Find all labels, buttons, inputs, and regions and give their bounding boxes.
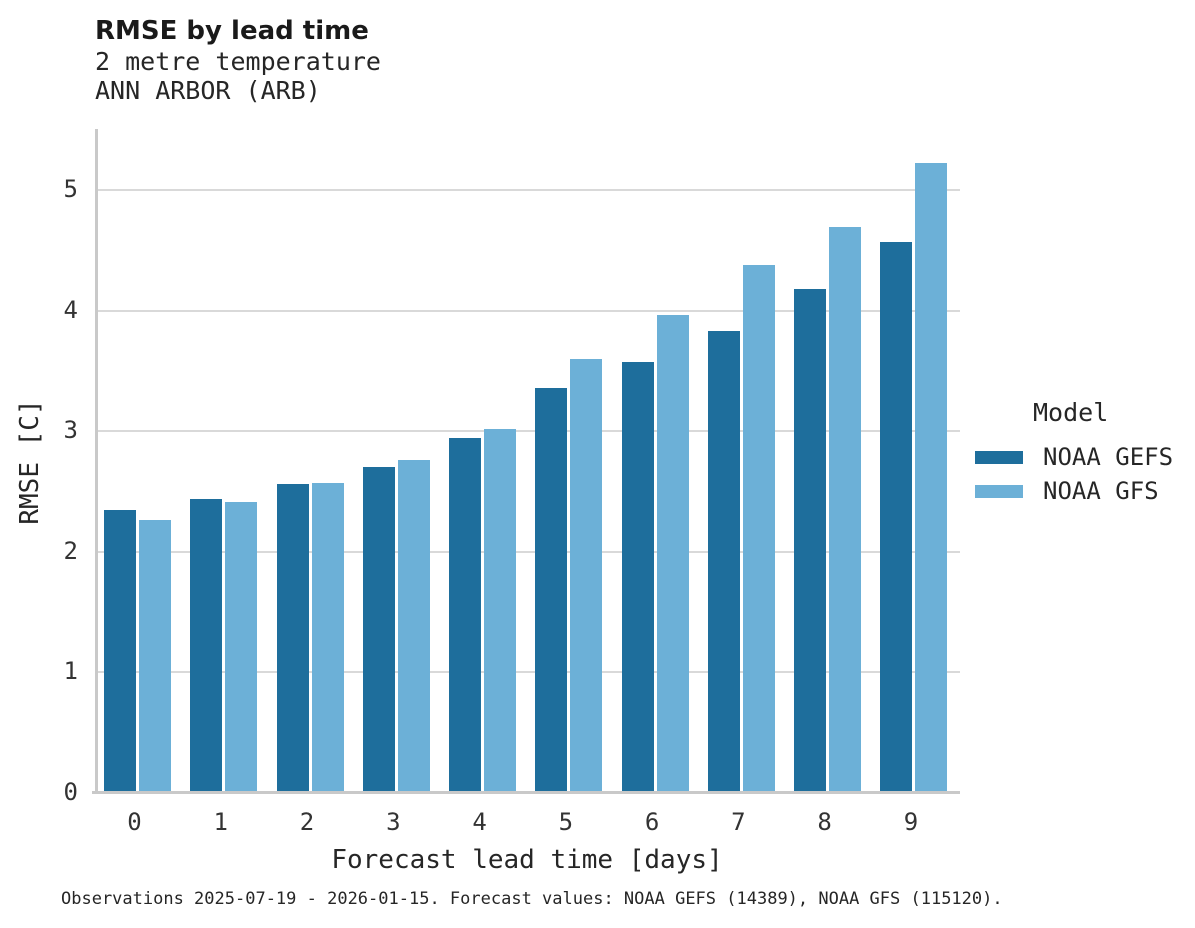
bar-noaa-gefs-8 bbox=[794, 288, 827, 793]
legend-entry-noaa-gefs: NOAA GEFS bbox=[975, 443, 1190, 471]
bar-noaa-gefs-3 bbox=[362, 467, 395, 793]
title-block: RMSE by lead time 2 metre temperature AN… bbox=[95, 16, 381, 105]
bar-noaa-gefs-6 bbox=[621, 362, 654, 793]
x-tick-label-3: 3 bbox=[386, 808, 401, 836]
bar-noaa-gfs-2 bbox=[311, 483, 344, 793]
y-tick-label-2: 2 bbox=[63, 536, 78, 565]
bar-noaa-gefs-9 bbox=[880, 241, 913, 793]
bar-noaa-gfs-5 bbox=[570, 358, 603, 793]
bar-noaa-gefs-7 bbox=[707, 331, 740, 793]
bar-noaa-gfs-0 bbox=[139, 520, 171, 793]
chart-title: RMSE by lead time bbox=[95, 16, 369, 46]
gridline-y3 bbox=[98, 430, 960, 433]
legend-entry-noaa-gfs: NOAA GFS bbox=[975, 477, 1190, 505]
y-tick-label-5: 5 bbox=[63, 174, 78, 203]
bar-noaa-gefs-1 bbox=[190, 498, 223, 793]
bar-noaa-gefs-5 bbox=[535, 387, 568, 793]
legend-title: Model bbox=[1033, 398, 1109, 427]
gridline-y1 bbox=[98, 671, 960, 674]
x-tick-label-0: 0 bbox=[127, 808, 142, 836]
x-tick-label-9: 9 bbox=[903, 808, 919, 836]
y-tick-label-1: 1 bbox=[63, 657, 78, 686]
x-tick-label-1: 1 bbox=[213, 808, 228, 836]
bar-noaa-gefs-0 bbox=[104, 509, 136, 793]
legend-rows: NOAA GEFS NOAA GFS bbox=[975, 443, 1190, 505]
bar-noaa-gfs-7 bbox=[742, 264, 775, 793]
bar-noaa-gefs-2 bbox=[276, 484, 309, 793]
gridline-y5 bbox=[98, 188, 960, 191]
x-tick-label-4: 4 bbox=[472, 808, 487, 836]
bar-noaa-gfs-3 bbox=[397, 460, 430, 793]
y-tick-label-3: 3 bbox=[63, 416, 78, 445]
bar-noaa-gefs-4 bbox=[449, 438, 482, 793]
bar-noaa-gfs-6 bbox=[656, 315, 689, 793]
chart-subtitle-station: ANN ARBOR (ARB) bbox=[95, 76, 321, 105]
x-axis-label: Forecast lead time [days] bbox=[331, 845, 723, 875]
bar-noaa-gfs-9 bbox=[915, 163, 948, 793]
y-tick-label-4: 4 bbox=[63, 295, 78, 324]
x-tick-label-2: 2 bbox=[299, 808, 315, 836]
caption: Observations 2025-07-19 - 2026-01-15. Fo… bbox=[61, 889, 1003, 909]
bar-noaa-gfs-4 bbox=[484, 428, 517, 793]
y-tick-label-0: 0 bbox=[63, 778, 78, 806]
x-tick-label-6: 6 bbox=[644, 808, 660, 836]
gridline-y2 bbox=[98, 550, 960, 553]
x-tick-label-7: 7 bbox=[731, 808, 746, 836]
legend-swatch-icon bbox=[975, 450, 1023, 464]
legend-label: NOAA GFS bbox=[1043, 477, 1159, 505]
chart-subtitle-variable: 2 metre temperature bbox=[95, 47, 381, 76]
gridline-y4 bbox=[98, 309, 960, 312]
x-axis-line bbox=[92, 791, 960, 794]
x-tick-label-5: 5 bbox=[558, 808, 574, 836]
plot-area bbox=[95, 129, 960, 793]
legend: Model NOAA GEFS NOAA GFS bbox=[975, 398, 1190, 513]
bar-noaa-gfs-1 bbox=[225, 502, 258, 793]
legend-label: NOAA GEFS bbox=[1043, 443, 1174, 471]
legend-swatch-icon bbox=[975, 484, 1023, 498]
bar-noaa-gfs-8 bbox=[829, 227, 862, 793]
x-tick-label-8: 8 bbox=[817, 808, 832, 836]
